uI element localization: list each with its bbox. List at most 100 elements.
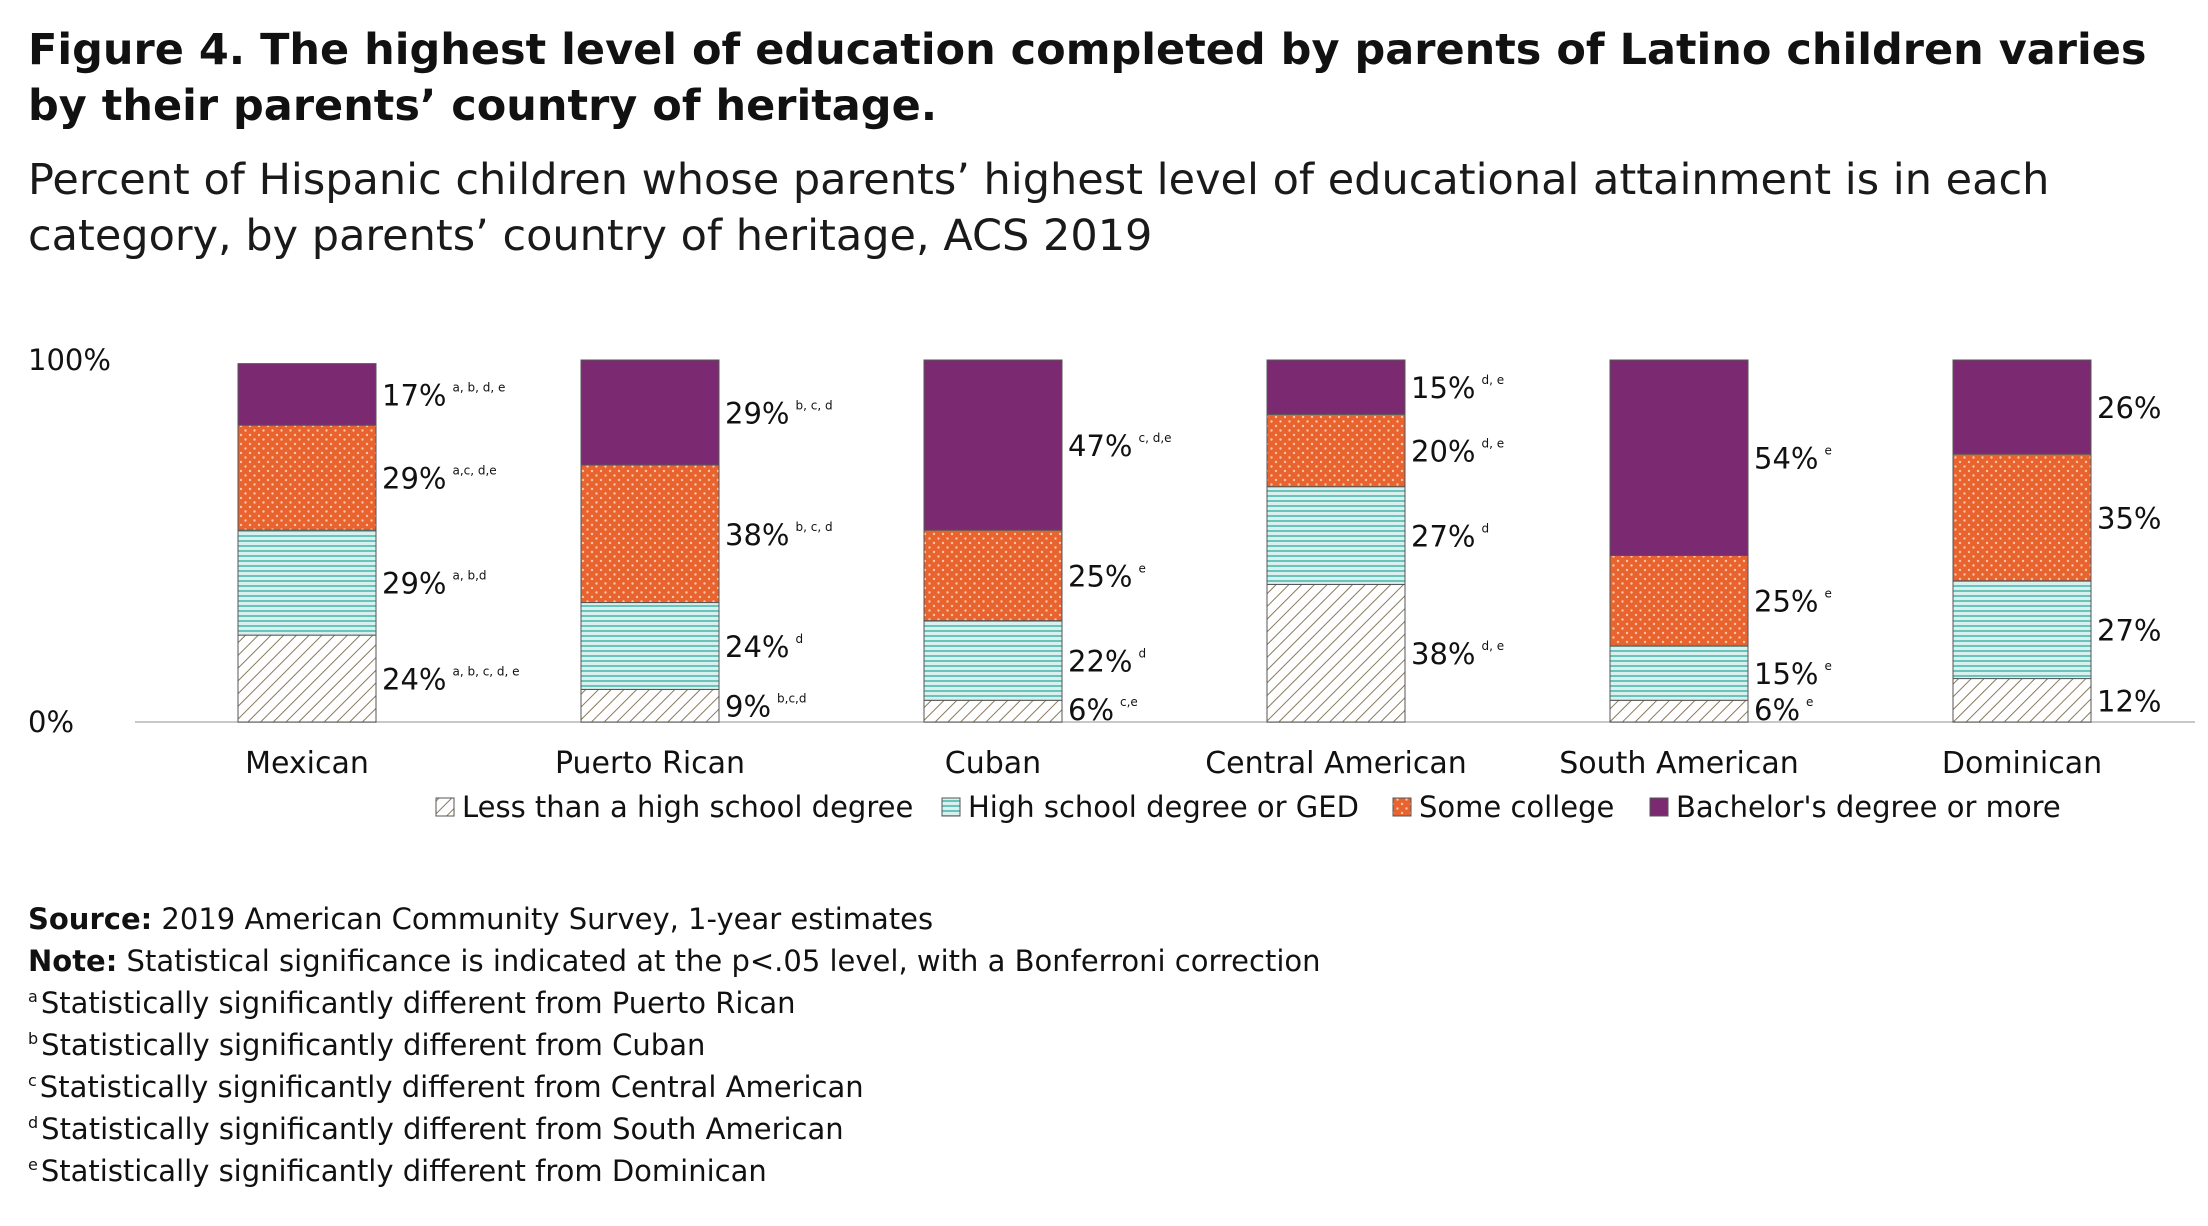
- data-label: 9% b,c,d: [725, 690, 806, 724]
- footnote-c: c Statistically significantly different f…: [28, 1066, 1321, 1108]
- data-label: 38% d, e: [1411, 637, 1504, 671]
- bar-segment: [237, 529, 377, 636]
- data-label: 15% d, e: [1411, 371, 1504, 405]
- data-label: 29% a,c, d,e: [382, 462, 497, 496]
- data-label: 29% b, c, d: [725, 396, 833, 430]
- note-label: Note:: [28, 944, 118, 978]
- footnote-a: a Statistically significantly different f…: [28, 982, 1321, 1024]
- y-tick-label: 0%: [28, 705, 74, 739]
- footnote-text: Statistically significantly different fr…: [40, 986, 796, 1020]
- bar-segment: [1609, 645, 1749, 701]
- significance-note: d, e: [1481, 373, 1504, 387]
- bar-segment: [1609, 359, 1749, 556]
- note-text: Statistical significance is indicated at…: [117, 944, 1321, 978]
- bar-segment: [923, 529, 1063, 622]
- source-label: Source:: [28, 902, 153, 936]
- significance-note: c, d,e: [1138, 431, 1171, 445]
- data-label: 15% e: [1754, 657, 1832, 691]
- category-label: Cuban: [945, 746, 1041, 781]
- chart-subtitle: Percent of Hispanic children whose paren…: [28, 155, 2050, 261]
- bar-segment: [1609, 699, 1749, 723]
- bar-segment: [580, 688, 720, 723]
- footnote-text: Statistically significantly different fr…: [39, 1070, 864, 1104]
- note-line: Note: Statistical significance is indica…: [28, 940, 1321, 982]
- source-line: Source: 2019 American Community Survey, …: [28, 898, 1321, 940]
- significance-note: e: [1138, 561, 1145, 575]
- footnote-mark: c: [28, 1071, 37, 1090]
- bar-segment: [1266, 583, 1406, 723]
- category-label: Central American: [1205, 746, 1467, 781]
- data-label: 22% d: [1068, 644, 1146, 678]
- significance-note: a,c, d,e: [452, 464, 496, 478]
- chart-title: Figure 4. The highest level of education…: [28, 25, 2147, 131]
- bar-segment: [923, 359, 1063, 531]
- footnote-text: Statistically significantly different fr…: [41, 1112, 844, 1146]
- y-tick-label: 100%: [28, 343, 111, 377]
- data-label: 24% d: [725, 630, 803, 664]
- bar-segment: [1952, 359, 2092, 455]
- category-label: South American: [1559, 746, 1799, 781]
- bar-segment: [580, 359, 720, 466]
- data-label: 12%: [2097, 684, 2161, 718]
- legend: Less than a high school degree High schoo…: [435, 790, 2061, 824]
- footnote-mark: a: [28, 987, 38, 1006]
- significance-note: d: [795, 632, 803, 646]
- category-label: Puerto Rican: [555, 746, 745, 781]
- data-label: 26%: [2097, 391, 2161, 425]
- data-label: 35%: [2097, 501, 2161, 535]
- category-label: Mexican: [245, 746, 369, 781]
- bar-segment: [1952, 678, 2092, 723]
- source-text: 2019 American Community Survey, 1-year e…: [152, 902, 934, 936]
- legend-label: Some college: [1419, 790, 1614, 824]
- bar-segment: [237, 634, 377, 723]
- data-label: 24% a, b, c, d, e: [382, 663, 520, 697]
- bar-segment: [580, 602, 720, 690]
- significance-note: a, b,d: [452, 569, 486, 583]
- footnote-d: d Statistically significantly different f…: [28, 1108, 1321, 1150]
- stacked-bar-chart: 0% 100% 24% a, b, c, d, e 29% a, b,d 29% a,c, …: [28, 343, 2195, 824]
- legend-label: Bachelor's degree or more: [1676, 790, 2061, 824]
- data-label: 17% a, b, d, e: [382, 378, 505, 412]
- significance-note: e: [1824, 587, 1831, 601]
- significance-note: d, e: [1481, 639, 1504, 653]
- significance-note: b, c, d: [795, 398, 832, 412]
- significance-note: e: [1806, 695, 1813, 709]
- significance-note: d, e: [1481, 437, 1504, 451]
- data-label: 38% b, c, d: [725, 518, 833, 552]
- legend-swatch: [941, 797, 961, 817]
- data-label: 25% e: [1068, 559, 1146, 593]
- bar-segment: [1266, 359, 1406, 415]
- footnote-mark: d: [28, 1113, 39, 1132]
- legend-swatch: [1392, 797, 1412, 817]
- bar-segment: [1952, 580, 2092, 680]
- bar-segment: [580, 464, 720, 604]
- footnote-mark: e: [28, 1155, 38, 1174]
- bars: 24% a, b, c, d, e 29% a, b,d 29% a,c, d,e 17% a…: [237, 359, 2161, 727]
- x-axis: Mexican Puerto Rican Cuban Central American…: [245, 746, 2102, 781]
- legend-label: High school degree or GED: [968, 790, 1359, 824]
- significance-note: a, b, d, e: [452, 380, 505, 394]
- bar-segment: [923, 620, 1063, 701]
- footnotes: Source: 2019 American Community Survey, …: [28, 898, 1321, 1192]
- data-label: 20% d, e: [1411, 435, 1504, 469]
- footnote-text: Statistically significantly different fr…: [41, 1028, 706, 1062]
- significance-note: d: [1481, 522, 1489, 536]
- footnote-mark: b: [28, 1029, 39, 1048]
- significance-note: e: [1824, 659, 1831, 673]
- data-label: 27%: [2097, 614, 2161, 648]
- data-label: 29% a, b,d: [382, 567, 487, 601]
- legend-label: Less than a high school degree: [462, 790, 913, 824]
- bar-segment: [1952, 453, 2092, 582]
- bar-segment: [923, 699, 1063, 723]
- y-axis: 0% 100%: [28, 343, 2195, 739]
- bar-segment: [1266, 413, 1406, 488]
- significance-note: e: [1824, 444, 1831, 458]
- bar-segment: [1266, 486, 1406, 585]
- data-label: 27% d: [1411, 520, 1489, 554]
- bar-segment: [237, 424, 377, 531]
- data-label: 54% e: [1754, 442, 1832, 476]
- significance-note: a, b, c, d, e: [452, 665, 519, 679]
- footnote-b: b Statistically significantly different f…: [28, 1024, 1321, 1066]
- footnote-e: e Statistically significantly different f…: [28, 1150, 1321, 1192]
- significance-note: d: [1138, 646, 1146, 660]
